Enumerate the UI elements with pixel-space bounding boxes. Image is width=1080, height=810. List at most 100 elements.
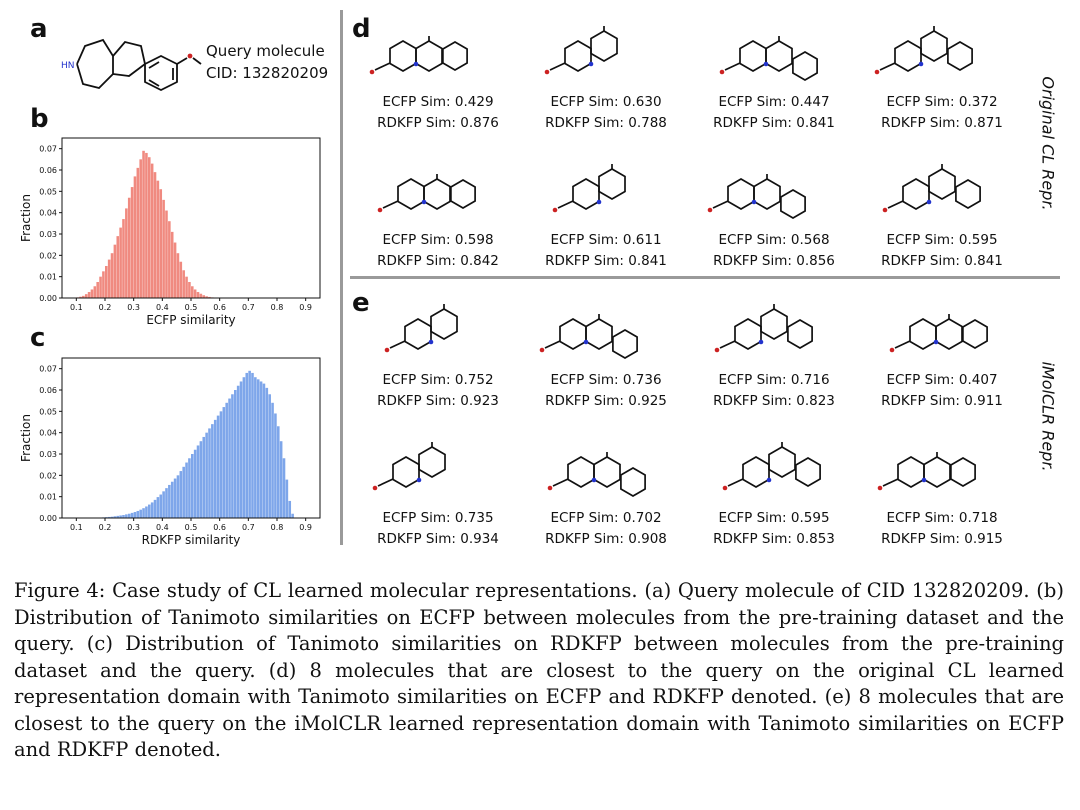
rdkfp-histogram-bar bbox=[222, 407, 226, 518]
ecfp-histogram-xtick-label: 0.6 bbox=[213, 303, 226, 312]
panel-label-d: d bbox=[352, 14, 371, 44]
rdkfp-histogram-bar bbox=[279, 441, 283, 518]
rdkfp-histogram-bar bbox=[205, 432, 208, 518]
rdkfp-histogram-bar bbox=[208, 428, 211, 518]
molecule-structure bbox=[722, 442, 821, 491]
ecfp-histogram-bar bbox=[84, 294, 88, 298]
molecule-structure bbox=[889, 314, 988, 353]
ecfp-histogram-bar bbox=[107, 259, 111, 298]
rdkfp-histogram-bar bbox=[248, 370, 251, 518]
ecfp-histogram-bar bbox=[173, 242, 177, 298]
rdkfp-similarity: RDKFP Sim: 0.841 bbox=[881, 253, 1003, 269]
rdkfp-histogram-bar bbox=[116, 515, 120, 518]
rdkfp-histogram-bar bbox=[274, 413, 277, 518]
ecfp-histogram-bar bbox=[156, 180, 160, 298]
rdkfp-histogram-bar bbox=[188, 458, 191, 518]
molecule-structure bbox=[547, 452, 646, 497]
ecfp-histogram-bar bbox=[113, 244, 117, 298]
molecule-card: ECFP Sim: 0.447 RDKFP Sim: 0.841 bbox=[694, 12, 854, 134]
caption-text: Case study of CL learned molecular repre… bbox=[14, 579, 1064, 761]
ecfp-histogram-xlabel: ECFP similarity bbox=[146, 313, 235, 327]
rdkfp-histogram-bar bbox=[182, 466, 185, 518]
molecule-card: ECFP Sim: 0.736 RDKFP Sim: 0.925 bbox=[526, 290, 686, 412]
ecfp-histogram-bar bbox=[179, 261, 183, 298]
rdkfp-histogram-bar bbox=[285, 479, 289, 518]
ecfp-histogram-bar bbox=[193, 289, 197, 298]
ecfp-histogram-bar bbox=[125, 208, 128, 298]
rdkfp-histogram-bar bbox=[259, 381, 263, 518]
rdkfp-histogram-bar bbox=[110, 516, 114, 518]
query-molecule-structure: HN bbox=[61, 38, 202, 92]
ecfp-histogram-bar bbox=[196, 292, 200, 298]
rdkfp-histogram-bar bbox=[127, 513, 131, 518]
molecule-structure bbox=[882, 164, 981, 213]
rdkfp-histogram-bar bbox=[236, 385, 240, 518]
ecfp-similarity: ECFP Sim: 0.735 bbox=[382, 510, 494, 526]
rdkfp-similarity: RDKFP Sim: 0.923 bbox=[377, 393, 499, 409]
rdkfp-histogram-xtick-label: 0.6 bbox=[213, 523, 226, 532]
rdkfp-similarity: RDKFP Sim: 0.823 bbox=[713, 393, 835, 409]
molecule-structure bbox=[719, 36, 818, 81]
rdkfp-histogram-bars bbox=[90, 370, 294, 518]
side-label-original-cl: Original CL Repr. bbox=[1038, 76, 1058, 211]
molecule-card: ECFP Sim: 0.568 RDKFP Sim: 0.856 bbox=[694, 150, 854, 272]
rdkfp-histogram-xtick-label: 0.3 bbox=[127, 523, 140, 532]
ecfp-histogram-bar bbox=[82, 295, 85, 298]
rdkfp-similarity: RDKFP Sim: 0.853 bbox=[713, 531, 835, 547]
rdkfp-similarity: RDKFP Sim: 0.876 bbox=[377, 115, 499, 131]
molecule-card: ECFP Sim: 0.429 RDKFP Sim: 0.876 bbox=[358, 12, 518, 134]
molecule-card: ECFP Sim: 0.372 RDKFP Sim: 0.871 bbox=[862, 12, 1022, 134]
molecule-card: ECFP Sim: 0.716 RDKFP Sim: 0.823 bbox=[694, 290, 854, 412]
ecfp-histogram-ytick-label: 0.06 bbox=[39, 166, 57, 175]
rdkfp-similarity: RDKFP Sim: 0.871 bbox=[881, 115, 1003, 131]
rdkfp-histogram-bar bbox=[130, 512, 134, 518]
query-atom-label: HN bbox=[61, 61, 75, 71]
ecfp-similarity: ECFP Sim: 0.736 bbox=[550, 372, 662, 388]
query-title: Query molecule bbox=[206, 42, 325, 60]
ecfp-histogram-bar bbox=[145, 152, 148, 298]
ecfp-histogram-bar bbox=[162, 199, 165, 298]
rdkfp-histogram-bar bbox=[142, 508, 145, 518]
molecule-structure bbox=[544, 26, 618, 75]
panel-label-e: e bbox=[352, 288, 370, 318]
rdkfp-histogram-bar bbox=[196, 445, 200, 518]
ecfp-histogram-bar bbox=[191, 286, 194, 298]
molecule-structure bbox=[877, 452, 976, 491]
ecfp-histogram-bar bbox=[136, 167, 140, 298]
molecule-card: ECFP Sim: 0.611 RDKFP Sim: 0.841 bbox=[526, 150, 686, 272]
rdkfp-histogram-bar bbox=[136, 510, 140, 518]
rdkfp-histogram-bar bbox=[145, 506, 148, 518]
ecfp-histogram: 0.1 0.2 0.3 0.4 0.5 0.6 0.7 0.8 0.9 0.00 0.01 0.02 0… bbox=[19, 137, 321, 327]
ecfp-histogram-axes-frame bbox=[61, 137, 321, 299]
ecfp-histogram-bar bbox=[153, 172, 157, 298]
rdkfp-histogram-bar bbox=[268, 394, 271, 518]
ecfp-histogram-xtick-label: 0.4 bbox=[156, 303, 169, 312]
rdkfp-histogram-bar bbox=[122, 515, 125, 518]
rdkfp-histogram-bar bbox=[159, 494, 163, 518]
ecfp-histogram-bar bbox=[96, 282, 99, 298]
rdkfp-histogram-bar bbox=[139, 509, 142, 518]
ecfp-histogram-ytick-label: 0.00 bbox=[39, 294, 57, 303]
molecule-structure bbox=[377, 174, 476, 213]
ecfp-similarity: ECFP Sim: 0.447 bbox=[718, 94, 830, 110]
rdkfp-histogram-xtick-label: 0.1 bbox=[70, 523, 83, 532]
rdkfp-histogram-bar bbox=[251, 372, 254, 518]
rdkfp-histogram-bar bbox=[288, 500, 292, 518]
ecfp-similarity: ECFP Sim: 0.429 bbox=[382, 94, 494, 110]
rdkfp-histogram-bar bbox=[185, 462, 188, 518]
ecfp-histogram-xtick-label: 0.1 bbox=[70, 303, 83, 312]
rdkfp-histogram-xtick-label: 0.8 bbox=[271, 523, 284, 532]
panel-label-c: c bbox=[30, 323, 46, 353]
rdkfp-histogram-xtick-label: 0.4 bbox=[156, 523, 169, 532]
molecule-structure bbox=[539, 314, 638, 359]
ecfp-histogram-bar bbox=[99, 276, 102, 298]
molecule-card: ECFP Sim: 0.595 RDKFP Sim: 0.853 bbox=[694, 428, 854, 550]
ecfp-similarity: ECFP Sim: 0.372 bbox=[886, 94, 998, 110]
ecfp-histogram-bar bbox=[102, 271, 105, 298]
ecfp-similarity: ECFP Sim: 0.595 bbox=[886, 232, 998, 248]
ecfp-histogram-bar bbox=[122, 219, 125, 298]
ecfp-histogram-bar bbox=[170, 231, 174, 298]
rdkfp-histogram-xtick-label: 0.7 bbox=[242, 523, 255, 532]
rdkfp-histogram-bar bbox=[193, 449, 197, 518]
ecfp-similarity: ECFP Sim: 0.702 bbox=[550, 510, 662, 526]
